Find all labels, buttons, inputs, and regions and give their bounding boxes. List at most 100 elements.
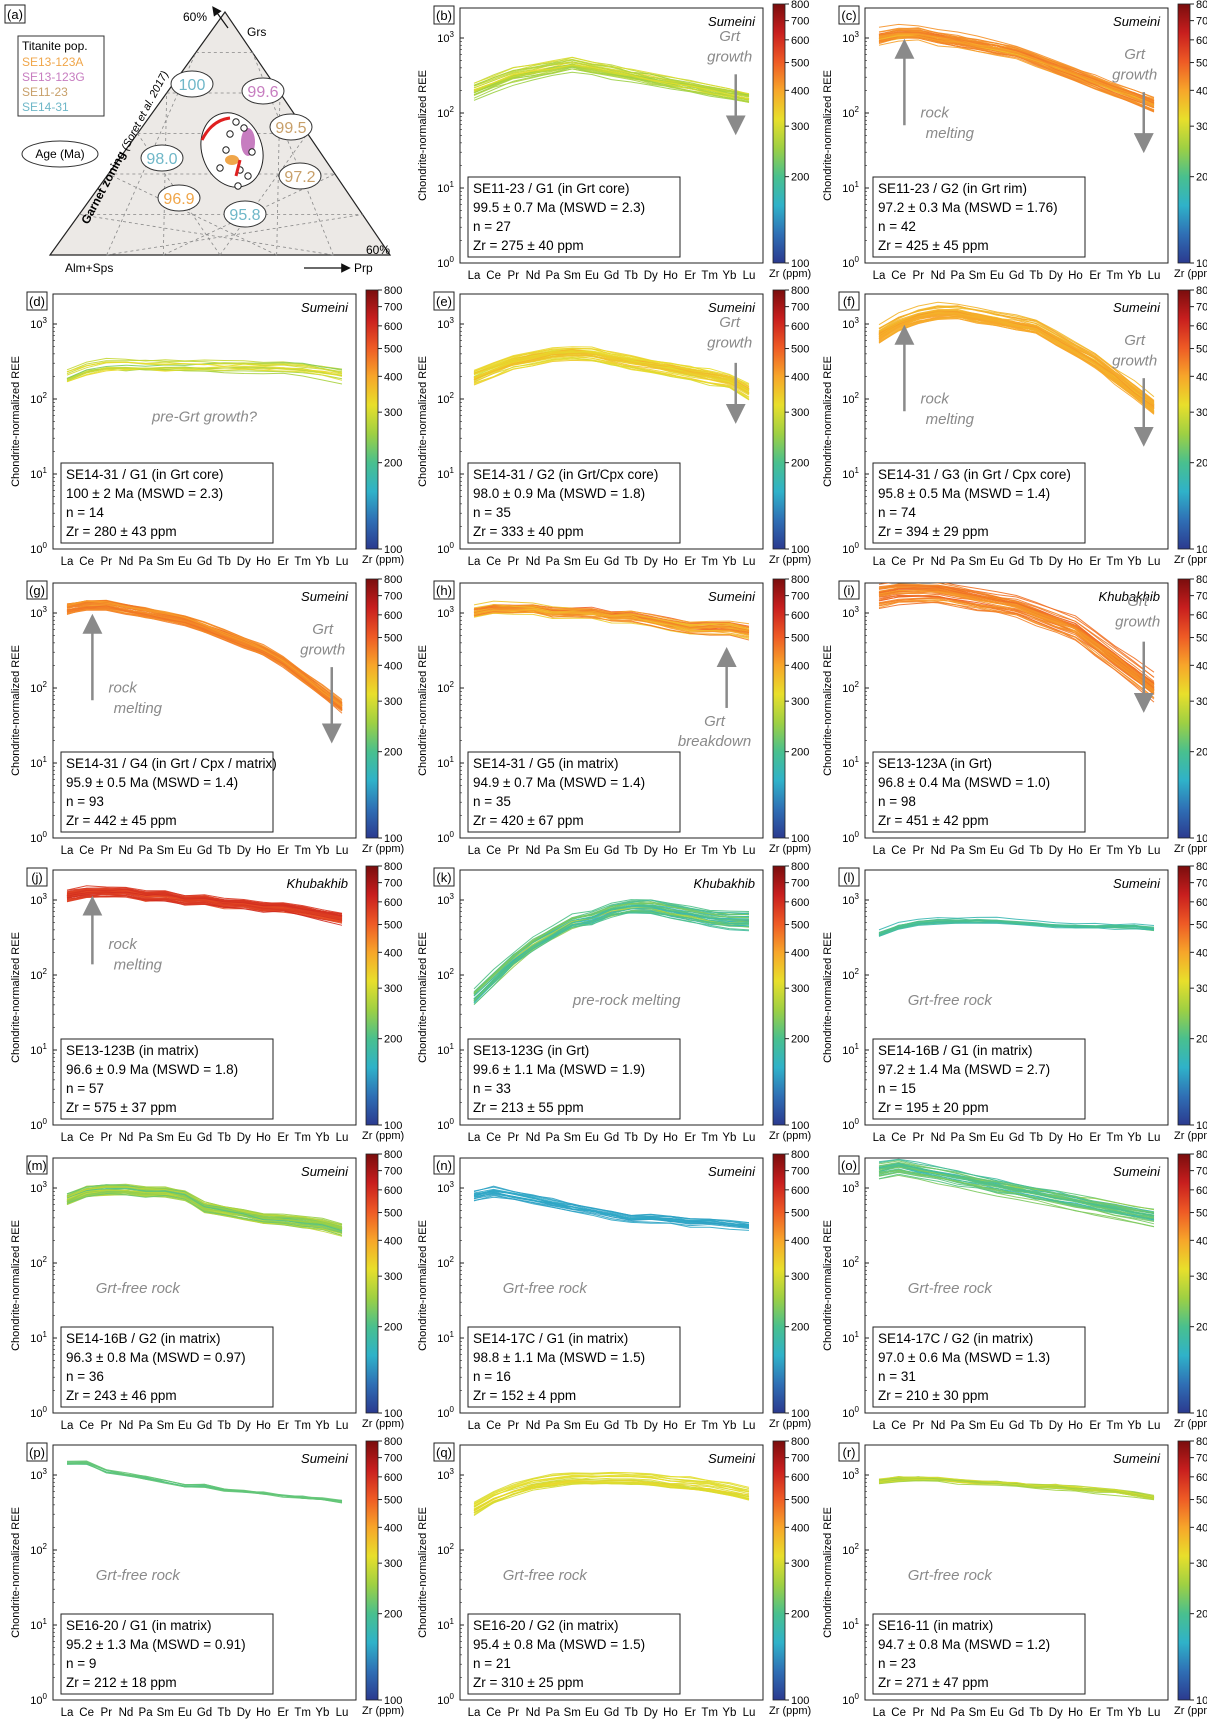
age-ellipse bbox=[170, 70, 214, 98]
panel-label-box bbox=[26, 1442, 48, 1462]
colorbar-tick-label: 200 bbox=[1196, 458, 1207, 470]
info-line: n = 27 bbox=[473, 219, 511, 234]
panel-label-box bbox=[838, 291, 860, 311]
x-tick-label: Er bbox=[277, 1707, 289, 1719]
x-tick-label: Pa bbox=[546, 1707, 561, 1719]
panel-label: (a) bbox=[7, 7, 23, 22]
x-tick-label: Eu bbox=[585, 1132, 599, 1144]
panel-label: (q) bbox=[436, 1445, 452, 1460]
location-label: Sumeini bbox=[708, 1451, 756, 1466]
x-tick-label: Dy bbox=[237, 845, 251, 857]
x-tick-label: Tm bbox=[294, 1420, 311, 1432]
colorbar-tick-label: 600 bbox=[384, 1472, 402, 1484]
x-tick-label: Tm bbox=[701, 845, 718, 857]
colorbar-tick-label: 700 bbox=[384, 591, 402, 603]
colorbar-tick-label: 500 bbox=[791, 633, 809, 645]
colorbar-tick-label: 500 bbox=[384, 920, 402, 932]
info-box bbox=[467, 751, 681, 833]
colorbar bbox=[1177, 289, 1191, 550]
x-tick-label: Tm bbox=[701, 556, 718, 568]
colorbar bbox=[1177, 1153, 1191, 1414]
colorbar-tick-label: 500 bbox=[791, 1495, 809, 1507]
x-tick-label: Gd bbox=[1009, 1707, 1024, 1719]
x-tick-label: Pa bbox=[139, 1707, 154, 1719]
y-tick-label: 102 bbox=[437, 105, 454, 120]
x-tick-label: Tb bbox=[217, 556, 230, 568]
info-line: SE14-16B / G2 (in matrix) bbox=[66, 1331, 221, 1346]
x-tick-label: Ho bbox=[663, 270, 678, 282]
x-tick-label: Pr bbox=[913, 1707, 925, 1719]
annotation: Grt-free rock bbox=[908, 1280, 994, 1297]
ree-panel: 100 101 102 103 Chondrite-normalized REE La Ce… bbox=[417, 574, 811, 857]
location-label: Sumeini bbox=[708, 300, 756, 315]
colorbar-tick-label: 400 bbox=[791, 371, 809, 383]
colorbar-tick-label: 600 bbox=[384, 897, 402, 909]
y-axis-label: Chondrite-normalized REE bbox=[417, 645, 429, 776]
colorbar-tick-label: 200 bbox=[791, 747, 809, 759]
annotation: melting bbox=[926, 411, 975, 428]
x-tick-label: La bbox=[873, 270, 886, 282]
x-tick-label: Yb bbox=[1127, 556, 1141, 568]
colorbar-tick-label: 700 bbox=[1196, 1453, 1207, 1465]
x-tick-label: Tm bbox=[294, 556, 311, 568]
x-tick-label: La bbox=[61, 845, 74, 857]
ree-curves bbox=[878, 1475, 1155, 1501]
colorbar-tick-label: 800 bbox=[384, 861, 402, 873]
ree-pattern bbox=[473, 604, 750, 628]
info-line: Zr = 425 ± 45 ppm bbox=[878, 238, 989, 253]
colorbar-tick-label: 100 bbox=[384, 833, 402, 845]
x-tick-label: Ho bbox=[256, 1420, 271, 1432]
ree-curves bbox=[473, 1471, 750, 1517]
location-label: Sumeini bbox=[1113, 1164, 1161, 1179]
y-tick-label: 102 bbox=[437, 680, 454, 695]
colorbar-tick-label: 600 bbox=[1196, 1185, 1207, 1197]
ree-pattern bbox=[473, 902, 750, 994]
x-tick-label: Lu bbox=[1148, 270, 1161, 282]
x-tick-label: Er bbox=[684, 270, 696, 282]
colorbar-tick-label: 400 bbox=[1196, 85, 1207, 97]
ree-pattern bbox=[878, 36, 1155, 113]
ree-curves bbox=[66, 357, 343, 385]
x-tick-label: Gd bbox=[604, 1132, 619, 1144]
info-line: Zr = 394 ± 29 ppm bbox=[878, 524, 989, 539]
zoning-point bbox=[248, 148, 256, 156]
panel-label: (c) bbox=[841, 8, 856, 23]
x-tick-label: Sm bbox=[969, 1420, 986, 1432]
x-tick-label: Tb bbox=[217, 1132, 230, 1144]
ree-pattern bbox=[473, 1475, 750, 1507]
colorbar-tick-label: 300 bbox=[1196, 121, 1207, 133]
x-tick-label: Ce bbox=[79, 845, 94, 857]
colorbar-tick-label: 100 bbox=[791, 1408, 809, 1420]
colorbar-tick-label: 300 bbox=[1196, 696, 1207, 708]
x-tick-label: Tm bbox=[1106, 1707, 1123, 1719]
colorbar-tick-label: 800 bbox=[1196, 1149, 1207, 1161]
ree-pattern bbox=[473, 68, 750, 100]
colorbar-tick-label: 200 bbox=[791, 1609, 809, 1621]
age-label: 95.8 bbox=[229, 207, 260, 224]
x-tick-label: Ho bbox=[256, 556, 271, 568]
zoning-point bbox=[232, 118, 240, 126]
x-tick-label: Dy bbox=[237, 1707, 251, 1719]
ree-pattern bbox=[878, 1165, 1155, 1217]
colorbar-tick-label: 500 bbox=[1196, 1495, 1207, 1507]
annotation: Grt-free rock bbox=[908, 1567, 994, 1584]
x-tick-label: Ce bbox=[486, 845, 501, 857]
right-percent: 60% bbox=[366, 243, 390, 257]
panel-label-box bbox=[26, 291, 48, 311]
colorbar-tick-label: 300 bbox=[384, 407, 402, 419]
ree-pattern bbox=[473, 357, 750, 401]
colorbar-tick-label: 400 bbox=[1196, 947, 1207, 959]
colorbar-tick-label: 800 bbox=[791, 1436, 809, 1448]
panel-label-box bbox=[433, 580, 455, 600]
y-axis-label: Chondrite-normalized REE bbox=[822, 1220, 834, 1351]
y-tick-label: 101 bbox=[437, 1330, 454, 1345]
ree-pattern bbox=[473, 347, 750, 386]
colorbar-tick-label: 500 bbox=[1196, 58, 1207, 70]
x-tick-label: Dy bbox=[1049, 1420, 1063, 1432]
y-axis-label: Chondrite-normalized REE bbox=[822, 70, 834, 201]
y-tick-label: 103 bbox=[842, 605, 859, 620]
x-tick-label: Gd bbox=[1009, 845, 1024, 857]
x-tick-label: Lu bbox=[743, 1132, 756, 1144]
annotation: Grt-free rock bbox=[96, 1280, 182, 1297]
y-tick-label: 101 bbox=[437, 466, 454, 481]
